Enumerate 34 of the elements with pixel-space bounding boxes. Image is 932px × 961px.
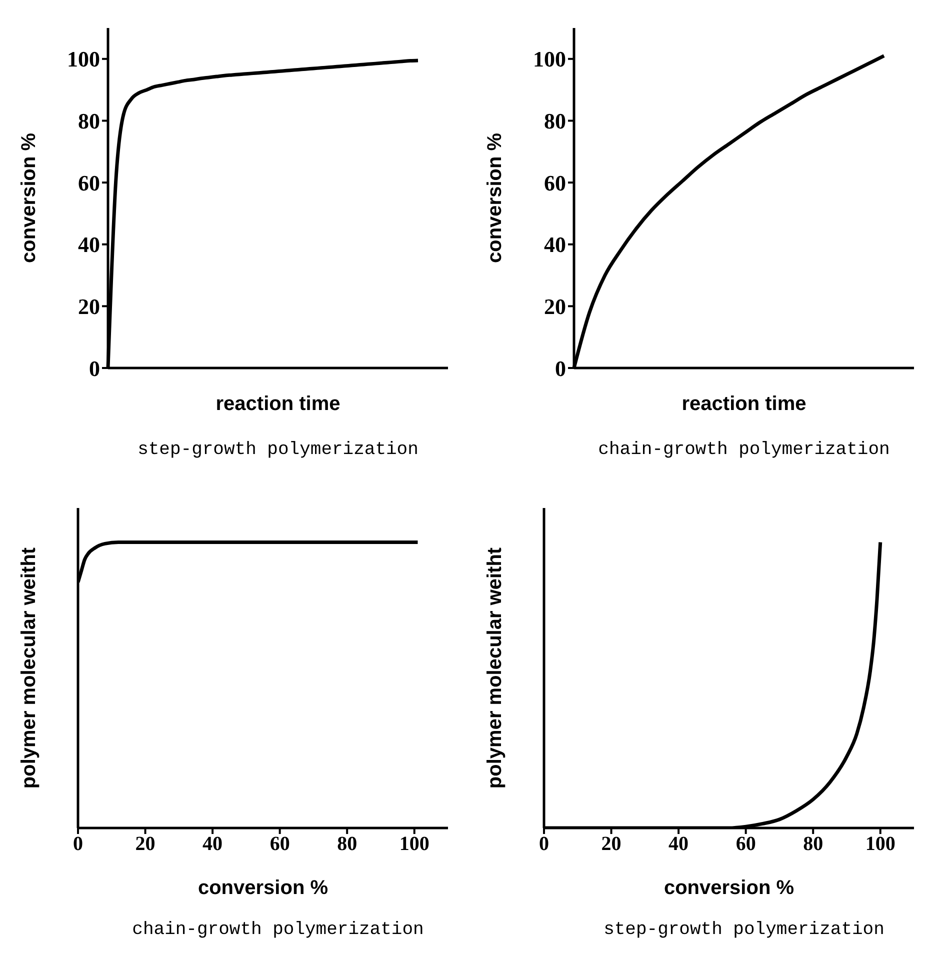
- y-tick-label: 60: [78, 170, 100, 196]
- text: chain-growth polymerization: [131, 920, 425, 940]
- y-axis-title: polymer molecular weitht: [484, 547, 506, 789]
- y-axis-title: polymer molecular weitht: [18, 547, 40, 789]
- y-axis-title: conversion %: [18, 132, 40, 264]
- y-tick-label: 20: [544, 294, 566, 319]
- x-tick-label: 20: [135, 833, 156, 856]
- text: chain-growth polymerization: [597, 440, 891, 460]
- y-tick-label: 0: [89, 356, 100, 381]
- y-tick-label: 80: [544, 108, 566, 134]
- text: step-growth polymerization: [136, 440, 420, 460]
- y-tick-label: 40: [78, 232, 100, 258]
- x-tick-label: 40: [202, 833, 223, 856]
- x-axis-title: conversion %: [198, 877, 328, 899]
- x-tick-label: 40: [668, 833, 689, 856]
- x-axis-title: reaction time: [216, 393, 340, 415]
- y-axis-title: conversion %: [484, 132, 506, 264]
- y-tick-label: 80: [78, 108, 100, 134]
- text: step-growth polymerization: [602, 920, 886, 940]
- y-tick-label: 60: [544, 170, 566, 196]
- x-tick-label: 20: [601, 833, 622, 856]
- y-tick-label: 100: [67, 46, 100, 72]
- x-tick-label: 100: [399, 833, 430, 856]
- y-tick-label: 100: [533, 46, 566, 72]
- y-tick-label: 0: [555, 356, 566, 381]
- x-tick-label: 80: [803, 833, 824, 856]
- x-axis-title: reaction time: [682, 393, 806, 415]
- x-tick-label: 60: [736, 833, 756, 856]
- x-tick-label: 80: [337, 833, 358, 856]
- y-tick-label: 40: [544, 232, 566, 258]
- y-tick-label: 20: [78, 294, 100, 319]
- x-tick-label: 100: [865, 833, 896, 856]
- x-tick-label: 60: [270, 833, 290, 856]
- x-axis-title: conversion %: [664, 877, 794, 899]
